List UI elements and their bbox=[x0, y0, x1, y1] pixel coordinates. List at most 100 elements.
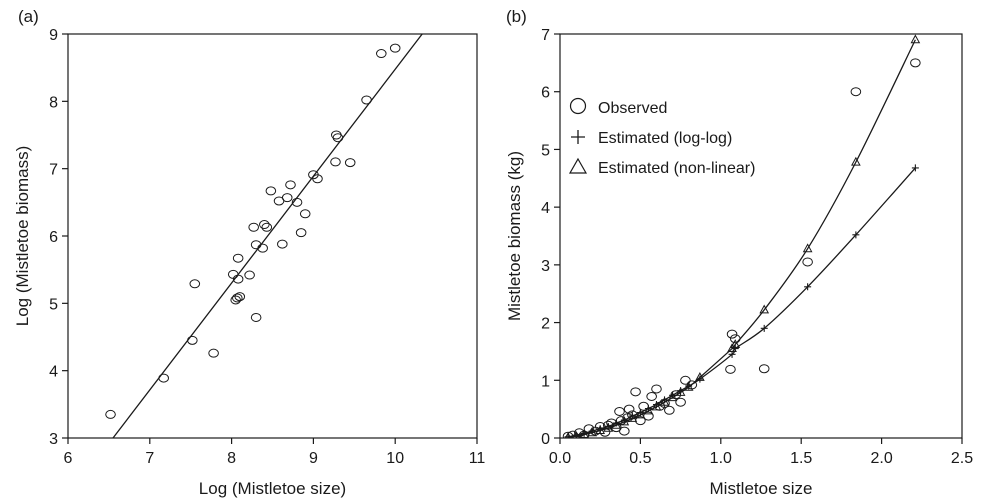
loglog-curve bbox=[567, 167, 916, 438]
triangle-point bbox=[730, 339, 741, 349]
data-point bbox=[232, 274, 244, 284]
x-tick-label: 10 bbox=[386, 450, 404, 467]
circle-point bbox=[725, 364, 736, 374]
plus-point bbox=[696, 375, 704, 383]
y-tick-label: 7 bbox=[49, 162, 58, 179]
data-point bbox=[285, 180, 296, 190]
x-axis-label: Log (Mistletoe size) bbox=[199, 479, 346, 498]
triangle-point bbox=[695, 372, 705, 381]
y-axis-label: Mistletoe biomass (kg) bbox=[505, 151, 524, 321]
legend-triangle-icon bbox=[568, 157, 588, 174]
triangle-point bbox=[619, 416, 630, 426]
data-point bbox=[312, 174, 323, 184]
y-tick-label: 0 bbox=[541, 431, 550, 448]
x-tick-label: 2.5 bbox=[951, 450, 973, 467]
data-point bbox=[158, 373, 170, 383]
data-point bbox=[189, 279, 201, 289]
y-tick-label: 7 bbox=[541, 27, 550, 44]
panel-b: (b) 0.0 0.5 1.0 1.5 2.0 2.5 0 1 2 3 4 5 6 7 Mistletoe s… bbox=[505, 7, 973, 498]
data-point bbox=[259, 220, 270, 230]
circle-point bbox=[675, 397, 686, 407]
x-tick-label: 0.0 bbox=[549, 450, 571, 467]
x-tick-label: 0.5 bbox=[629, 450, 651, 467]
data-point bbox=[344, 158, 356, 168]
triangle-point bbox=[643, 405, 654, 415]
circle-point bbox=[729, 334, 741, 344]
y-tick-label: 5 bbox=[49, 296, 58, 313]
x-tick-label: 8 bbox=[227, 450, 236, 467]
data-point bbox=[361, 95, 372, 105]
circle-point bbox=[630, 387, 641, 397]
data-point bbox=[232, 253, 244, 263]
triangle-point bbox=[579, 429, 589, 438]
y-tick-label: 9 bbox=[49, 27, 58, 44]
triangle-point bbox=[667, 392, 678, 402]
data-point bbox=[277, 239, 288, 249]
panel-label: (a) bbox=[18, 7, 39, 26]
x-tick-label: 7 bbox=[145, 450, 154, 467]
legend-label: Estimated (non-linear) bbox=[598, 160, 755, 177]
y-tick-label: 6 bbox=[541, 85, 550, 102]
plot-area bbox=[562, 34, 921, 438]
triangle-point bbox=[572, 430, 580, 438]
plus-point bbox=[911, 164, 919, 172]
y-axis-label: Log (Mistletoe biomass) bbox=[13, 146, 32, 326]
circle-point bbox=[614, 406, 625, 416]
data-point bbox=[257, 243, 268, 253]
y-tick-label: 3 bbox=[541, 258, 550, 275]
y-tick-label: 2 bbox=[541, 316, 550, 333]
panel-a: (a) 6 7 8 9 10 11 3 4 5 6 7 8 9 Log (Mistletoe size) Lo… bbox=[13, 7, 485, 498]
triangle-point bbox=[635, 409, 646, 419]
circle-point bbox=[680, 375, 691, 385]
y-tick-label: 1 bbox=[541, 373, 550, 390]
circle-point bbox=[758, 364, 770, 374]
triangle-point bbox=[611, 419, 622, 429]
triangle-point bbox=[675, 387, 686, 396]
data-point bbox=[261, 222, 273, 232]
x-axis-label: Mistletoe size bbox=[710, 479, 813, 498]
y-tick-label: 6 bbox=[49, 229, 58, 246]
triangle-point bbox=[910, 34, 921, 44]
data-point bbox=[234, 292, 246, 302]
panel-label: (b) bbox=[506, 7, 527, 26]
triangle-point bbox=[587, 427, 598, 437]
data-point bbox=[250, 312, 262, 322]
triangle-point bbox=[851, 156, 861, 166]
legend-label: Estimated (log-log) bbox=[598, 130, 732, 147]
data-point bbox=[248, 222, 259, 232]
x-tick-label: 11 bbox=[469, 450, 486, 467]
plot-frame bbox=[67, 33, 478, 439]
legend-plus-icon bbox=[571, 130, 585, 144]
legend-label: Observed bbox=[598, 100, 667, 117]
triangle-point bbox=[603, 422, 614, 432]
x-tick-label: 9 bbox=[309, 450, 318, 467]
data-point bbox=[375, 49, 387, 59]
plot-frame bbox=[559, 33, 963, 439]
circle-point bbox=[583, 424, 595, 434]
y-tick-label: 3 bbox=[49, 431, 58, 448]
circle-point bbox=[651, 384, 662, 394]
y-tick-label: 4 bbox=[541, 200, 550, 217]
data-point bbox=[299, 209, 311, 219]
data-point bbox=[244, 270, 255, 280]
triangle-point bbox=[564, 432, 572, 438]
y-tick-label: 4 bbox=[49, 364, 58, 381]
circle-point bbox=[726, 329, 738, 339]
x-tick-label: 2.0 bbox=[870, 450, 892, 467]
data-point bbox=[227, 269, 239, 279]
triangle-point bbox=[802, 243, 813, 253]
triangle-point bbox=[651, 401, 662, 411]
circle-point bbox=[646, 391, 657, 401]
data-point bbox=[330, 157, 341, 167]
data-point bbox=[291, 197, 303, 207]
y-tick-label: 8 bbox=[49, 94, 58, 111]
circle-point bbox=[623, 404, 635, 414]
triangle-point bbox=[759, 304, 770, 314]
data-point bbox=[187, 335, 198, 345]
circle-point bbox=[619, 426, 630, 436]
triangle-point bbox=[683, 381, 694, 391]
y-tick-label: 5 bbox=[541, 142, 550, 159]
circle-point bbox=[802, 257, 813, 267]
x-tick-label: 1.0 bbox=[710, 450, 732, 467]
data-point bbox=[208, 348, 219, 358]
